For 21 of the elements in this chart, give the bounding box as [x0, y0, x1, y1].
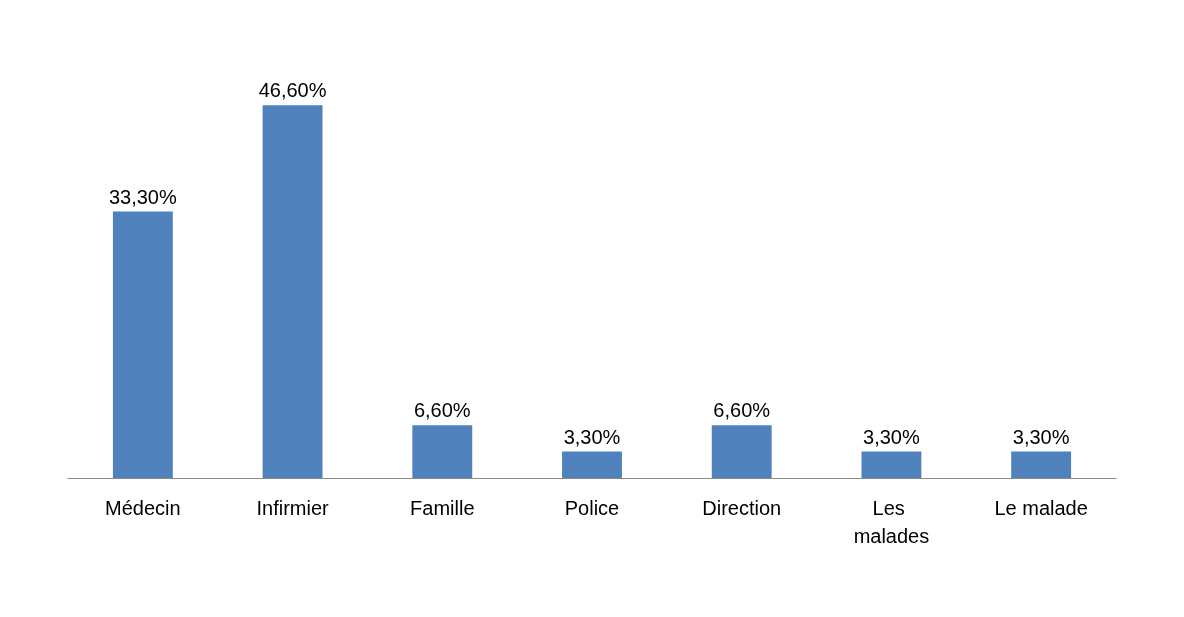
- data-label: 33,30%: [108, 185, 177, 208]
- bar: [112, 211, 173, 478]
- x-tick-label: Infirmier: [256, 497, 330, 519]
- x-tick-label: Le malade: [994, 497, 1088, 519]
- bar: [861, 451, 922, 478]
- x-tick-label: Médecin: [105, 497, 181, 519]
- bar: [262, 105, 323, 478]
- bar: [1011, 451, 1072, 478]
- data-label: 46,60%: [258, 79, 327, 102]
- bar: [711, 425, 772, 478]
- bar: [562, 451, 622, 478]
- data-label: 6,60%: [713, 399, 771, 422]
- data-label: 6,60%: [413, 399, 471, 422]
- x-tick-label: Famille: [410, 497, 475, 519]
- x-tick-label: Police: [564, 497, 620, 519]
- x-tick-label: Les malades: [853, 497, 930, 547]
- data-label: 3,30%: [1012, 425, 1070, 448]
- x-tick-label: Direction: [702, 497, 782, 519]
- bar: [412, 425, 473, 478]
- data-label: 3,30%: [863, 425, 920, 448]
- data-label: 3,30%: [563, 425, 621, 448]
